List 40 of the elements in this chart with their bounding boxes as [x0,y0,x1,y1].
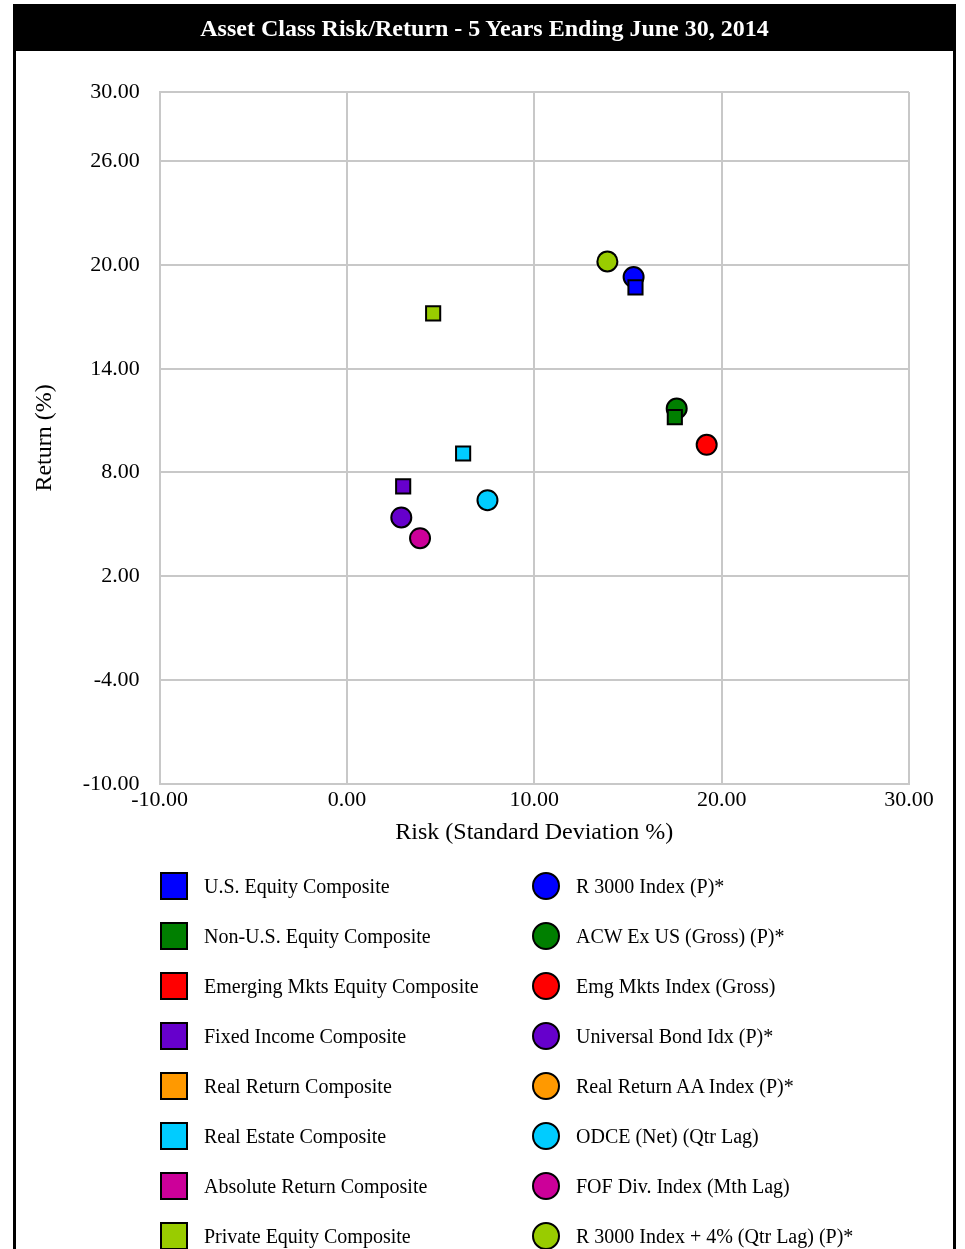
legend-label: Emg Mkts Index (Gross) [576,974,776,998]
legend-label: ODCE (Net) (Qtr Lag) [576,1124,759,1148]
legend-label: Private Equity Composite [204,1224,411,1248]
x-axis-title: Risk (Standard Deviation %) [395,817,674,844]
y-tick-label: 20.00 [90,250,140,276]
point [666,409,683,426]
point [455,445,472,462]
point [425,305,442,322]
legend-label: Non-U.S. Equity Composite [204,924,431,948]
x-tick-label: 0.00 [327,785,367,811]
y-tick-label: -4.00 [93,665,140,691]
legend-label: Real Return AA Index (P)* [576,1074,794,1098]
y-axis-title: Return (%) [29,384,56,492]
legend-label: R 3000 Index + 4% (Qtr Lag) (P)* [576,1224,854,1248]
y-tick-label: 8.00 [101,458,140,484]
chart-title: Asset Class Risk/Return - 5 Years Ending June 30, 2014 [16,7,953,51]
y-tick-label: 30.00 [90,77,140,103]
y-tick-label: 2.00 [101,562,140,588]
point [476,489,499,512]
legend-label: R 3000 Index (P)* [576,874,725,898]
legend-label: FOF Div. Index (Mth Lag) [576,1174,790,1198]
point [390,506,413,529]
y-tick-label: 14.00 [90,354,140,380]
point [395,478,412,495]
x-tick-label: 30.00 [884,785,934,811]
point [695,433,718,456]
x-tick-label: 10.00 [509,785,560,811]
legend-label: Real Return Composite [204,1074,392,1098]
legend-label: Fixed Income Composite [204,1024,407,1048]
legend-label: ACW Ex US (Gross) (P)* [576,924,785,948]
legend-label: U.S. Equity Composite [204,874,390,898]
point [596,250,619,273]
point [627,279,644,296]
y-tick-label: 26.00 [90,146,140,172]
legend-label: Absolute Return Composite [204,1174,428,1198]
point [409,527,432,550]
x-tick-label: 20.00 [696,785,747,811]
legend-label: Universal Bond Idx (P)* [576,1024,774,1048]
legend-label: Real Estate Composite [204,1124,387,1148]
legend-label: Emerging Mkts Equity Composite [204,974,479,998]
